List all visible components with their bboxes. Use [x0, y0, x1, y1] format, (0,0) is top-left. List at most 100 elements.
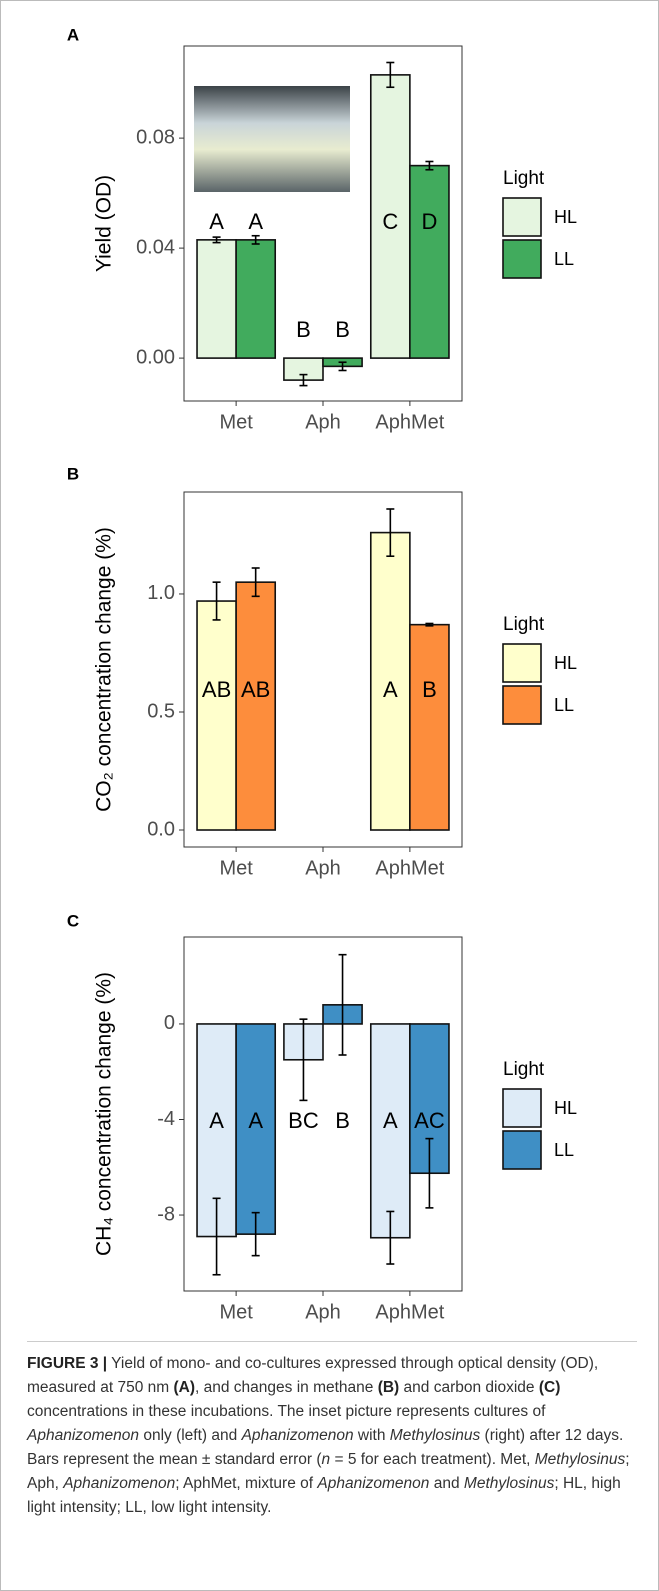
legend-title: Light: [503, 168, 545, 189]
group-letter: A: [248, 1108, 263, 1133]
caption-ref: (C): [538, 1379, 561, 1396]
x-tick-label: Aph: [305, 411, 341, 433]
error-bar: [251, 567, 260, 598]
caption-taxon: Methylosinus: [534, 1451, 626, 1468]
y-axis-title: CO₂ concentration change (%): [93, 527, 116, 812]
y-tick-label: 0.08: [136, 126, 175, 148]
group-letter: B: [335, 317, 350, 342]
caption-text: , and changes in methane: [195, 1379, 378, 1396]
legend-title: Light: [503, 1059, 545, 1080]
group-letter: AB: [202, 677, 231, 702]
x-tick-label: Met: [219, 1301, 253, 1323]
bar: [196, 239, 237, 359]
caption-text: Yield of mono- and co-cultures expressed…: [27, 1355, 599, 1396]
x-tick-label: Met: [219, 411, 253, 433]
legend-label: HL: [554, 1098, 577, 1118]
x-tick-label: Aph: [305, 1301, 341, 1323]
group-letter: B: [296, 317, 311, 342]
y-tick-label: -8: [157, 1203, 175, 1225]
group-letter: A: [248, 209, 263, 234]
legend-label: LL: [554, 249, 574, 269]
caption: FIGURE 3 | Yield of mono- and co-culture…: [27, 1341, 637, 1520]
error-bar: [212, 581, 221, 621]
caption-ref: (B): [377, 1379, 400, 1396]
bar: [196, 600, 237, 831]
legend-label: HL: [554, 207, 577, 227]
caption-text: with: [353, 1427, 390, 1444]
legend-swatch: [502, 197, 542, 237]
caption-text: and: [429, 1475, 464, 1492]
legend-title: Light: [503, 614, 545, 635]
bar: [235, 239, 277, 359]
caption-symbol: n: [321, 1451, 331, 1468]
legend-swatch: [502, 643, 542, 683]
error-bar: [338, 361, 347, 372]
y-tick-label: 1.0: [147, 582, 175, 604]
error-bar: [386, 61, 395, 89]
group-letter: B: [422, 677, 437, 702]
caption-label: FIGURE 3 |: [27, 1355, 108, 1372]
caption-taxon: Aphanizomenon: [317, 1475, 430, 1492]
group-letter: AC: [414, 1108, 445, 1133]
caption-text: ; AphMet, mixture of: [175, 1475, 318, 1492]
caption-taxon: Methylosinus: [389, 1427, 481, 1444]
y-tick-label: -4: [157, 1108, 175, 1130]
y-tick-label: 0.0: [147, 818, 175, 840]
caption-taxon: Aphanizomenon: [241, 1427, 354, 1444]
panel-label: C: [67, 911, 79, 930]
error-bar: [212, 1197, 221, 1276]
x-tick-label: AphMet: [375, 857, 444, 879]
panel-label: A: [67, 25, 79, 44]
bar: [235, 581, 277, 831]
y-tick-label: 0.5: [147, 700, 175, 722]
x-tick-label: Met: [219, 857, 253, 879]
caption-taxon: Aphanizomenon: [63, 1475, 176, 1492]
bar: [235, 1023, 277, 1235]
group-letter: A: [209, 209, 224, 234]
caption-taxon: Methylosinus: [463, 1475, 555, 1492]
caption-text: (right) after 12 days. Bars represent th…: [27, 1427, 624, 1468]
group-letter: B: [335, 1108, 350, 1133]
group-letter: A: [209, 1108, 224, 1133]
error-bar: [425, 1137, 434, 1209]
group-letter: BC: [288, 1108, 319, 1133]
caption-text: = 5 for each treatment). Met,: [330, 1451, 535, 1468]
error-bar: [386, 508, 395, 558]
bar: [409, 623, 450, 831]
legend-swatch: [502, 1130, 542, 1170]
y-tick-label: 0.04: [136, 236, 175, 258]
legend-label: LL: [554, 1140, 574, 1160]
inset-photo: [194, 86, 350, 192]
error-bar: [251, 234, 260, 245]
group-letter: D: [421, 209, 437, 234]
caption-text: concentrations in these incubations. The…: [27, 1403, 546, 1420]
legend-swatch: [502, 1088, 542, 1128]
caption-taxon: Aphanizomenon: [27, 1427, 140, 1444]
error-bar: [251, 1211, 260, 1257]
error-bar: [299, 373, 308, 387]
caption-text: and carbon dioxide: [399, 1379, 539, 1396]
x-tick-label: Aph: [305, 857, 341, 879]
x-tick-label: AphMet: [375, 411, 444, 433]
error-bar: [338, 953, 347, 1056]
error-bar: [299, 1018, 308, 1102]
legend-swatch: [502, 685, 542, 725]
y-axis-title: CH₄ concentration change (%): [93, 972, 116, 1256]
caption-text: only (left) and: [139, 1427, 242, 1444]
y-tick-label: 0.00: [136, 346, 175, 368]
group-letter: AB: [241, 677, 270, 702]
caption-text: ; HL, high light intensity; LL, low ligh…: [27, 1475, 621, 1516]
error-bar: [212, 236, 221, 244]
group-letter: A: [383, 677, 398, 702]
error-bar: [386, 1210, 395, 1265]
panel-label: B: [67, 464, 79, 483]
legend-label: LL: [554, 695, 574, 715]
x-tick-label: AphMet: [375, 1301, 444, 1323]
group-letter: C: [382, 209, 398, 234]
group-letter: A: [383, 1108, 398, 1133]
y-axis-title: Yield (OD): [93, 175, 116, 272]
y-tick-label: 0: [164, 1012, 175, 1034]
bar: [369, 531, 411, 831]
